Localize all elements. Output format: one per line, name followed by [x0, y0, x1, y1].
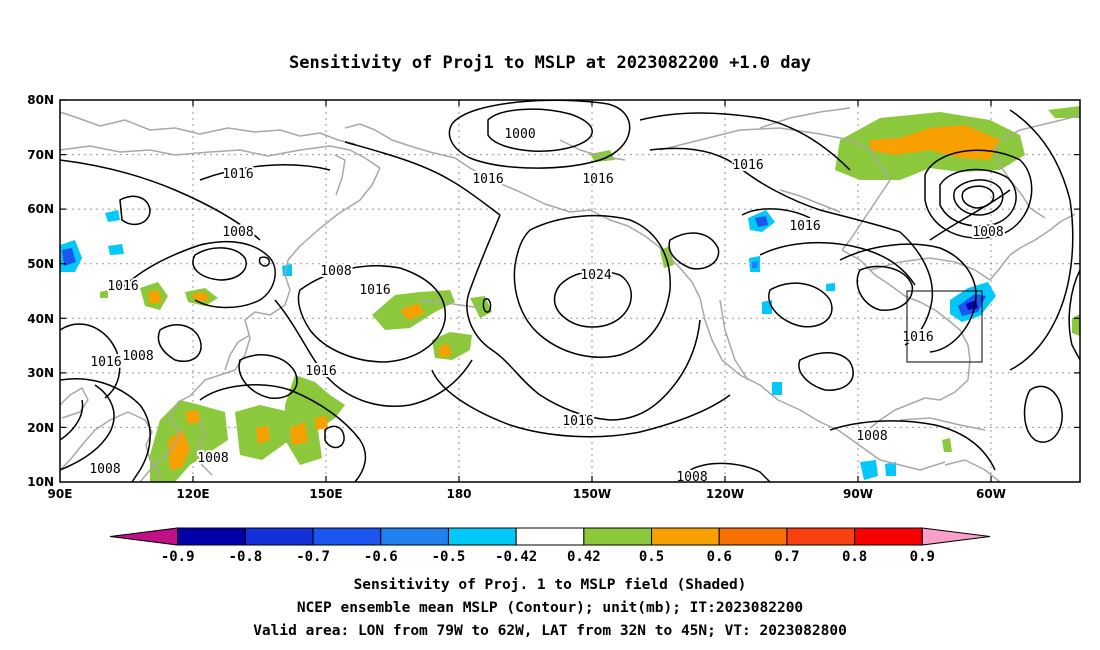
colorbar-tick-label: 0.9 [910, 549, 935, 565]
lon-label: 120E [176, 487, 209, 501]
longitude-labels: 90E 120E 150E 180 150W 120W 90W 60W [48, 487, 1006, 501]
contour-label: 1016 [222, 167, 253, 182]
map-frame [59, 99, 1081, 483]
contour-label: 1008 [972, 225, 1003, 240]
contour-label: 1016 [582, 172, 613, 187]
contour-label: 1008 [320, 264, 351, 279]
colorbar-segment [786, 527, 856, 546]
lat-label: 50N [27, 257, 54, 271]
contour-label: 1008 [122, 349, 153, 364]
lon-label: 180 [446, 487, 471, 501]
contour-label: 1016 [107, 279, 138, 294]
colorbar-segment [583, 527, 653, 546]
latitude-labels: 80N 70N 60N 50N 40N 30N 20N 10N [27, 93, 54, 489]
contour-label: 1008 [222, 225, 253, 240]
lon-label: 90W [843, 487, 873, 501]
contour-label: 1016 [472, 172, 503, 187]
isobar-contours [59, 99, 1081, 483]
caption-shaded: Sensitivity of Proj. 1 to MSLP field (Sh… [354, 577, 747, 593]
negative-sensitivity-shading [60, 210, 996, 480]
colorbar-segment [312, 527, 382, 546]
lat-label: 60N [27, 202, 54, 216]
lon-label: 90E [48, 487, 73, 501]
axis-ticks [60, 99, 1080, 482]
figure-title: Sensitivity of Proj1 to MSLP at 20230822… [289, 53, 811, 73]
lat-label: 20N [27, 421, 54, 435]
map-plot-area: 1000 1016 1016 1016 1016 1016 1016 1016 … [59, 99, 1081, 487]
valid-area-box [906, 290, 983, 363]
colorbar-tick-label: -0.7 [296, 549, 330, 565]
colorbar-segment [447, 527, 517, 546]
lat-label: 40N [27, 312, 54, 326]
contour-label: 1000 [504, 127, 535, 142]
positive-sensitivity-shading [100, 106, 1080, 482]
colorbar-tick-label: -0.5 [432, 549, 466, 565]
colorbar-tick-label: 0.42 [567, 549, 601, 565]
colorbar: -0.9 -0.8 -0.7 -0.6 -0.5 -0.42 0.42 0.5 0.6 0.7 0.… [109, 527, 991, 565]
colorbar-segment [854, 527, 923, 546]
lat-label: 10N [27, 475, 54, 489]
colorbar-segment [177, 527, 246, 546]
contour-label: 1016 [305, 364, 336, 379]
colorbar-tick-label: -0.42 [495, 549, 537, 565]
coastlines [59, 107, 1081, 483]
colorbar-segment [718, 527, 788, 546]
colorbar-segment [515, 527, 585, 546]
lon-label: 120W [706, 487, 744, 501]
lat-label: 70N [27, 148, 54, 162]
contour-label: 1016 [789, 219, 820, 234]
contour-label: 1016 [90, 355, 121, 370]
colorbar-segment [380, 527, 449, 546]
caption-valid-area: Valid area: LON from 79W to 62W, LAT fro… [253, 623, 847, 639]
colorbar-tick-label: 0.6 [707, 549, 732, 565]
colorbar-segment [244, 527, 314, 546]
colorbar-segment [921, 527, 991, 546]
caption-contour: NCEP ensemble mean MSLP (Contour); unit(… [297, 600, 803, 616]
contour-label: 1008 [89, 462, 120, 477]
colorbar-tick-label: -0.6 [364, 549, 398, 565]
gridlines [60, 100, 1080, 482]
contour-label: 1008 [856, 429, 887, 444]
contour-label: 1016 [359, 283, 390, 298]
contour-labels: 1000 1016 1016 1016 1016 1016 1016 1016 … [87, 125, 1005, 487]
colorbar-tick-label: 0.7 [774, 549, 799, 565]
contour-label: 1016 [562, 414, 593, 429]
contour-label: 1024 [580, 268, 611, 283]
colorbar-tick-label: -0.9 [161, 549, 195, 565]
lon-label: 150E [309, 487, 342, 501]
contour-label: 1016 [732, 158, 763, 173]
colorbar-tick-label: 0.5 [639, 549, 664, 565]
colorbar-tick-label: 0.8 [842, 549, 867, 565]
lon-label: 150W [573, 487, 611, 501]
contour-label: 1016 [902, 330, 933, 345]
lat-label: 30N [27, 366, 54, 380]
colorbar-tick-label: -0.8 [229, 549, 263, 565]
colorbar-segment [109, 527, 179, 546]
lat-label: 80N [27, 93, 54, 107]
colorbar-segment [651, 527, 720, 546]
lon-label: 60W [976, 487, 1006, 501]
contour-label: 1008 [197, 451, 228, 466]
